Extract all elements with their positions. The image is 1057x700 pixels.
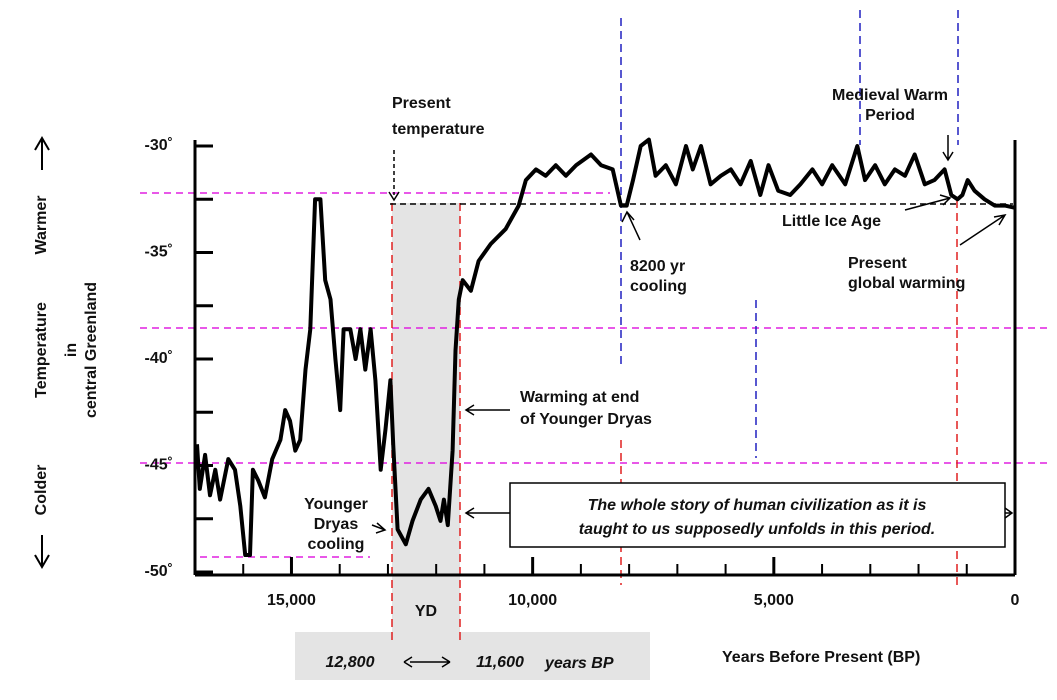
arrow [388, 191, 400, 202]
y-tick-label: -45˚ [145, 457, 173, 474]
y-tick-label: -50˚ [145, 563, 173, 580]
note-box [509, 482, 1006, 548]
x-tick-label: 15,000 [267, 592, 316, 609]
y-tick-label: -40˚ [145, 350, 173, 367]
annotation: global warming [848, 275, 965, 292]
annotation: 8200 yr [630, 258, 685, 275]
period-unit: years BP [544, 655, 614, 672]
x-tick-label: 10,000 [508, 592, 557, 609]
x-tick-label: 5,000 [754, 592, 794, 609]
y-axis-label: in [63, 343, 80, 357]
y-axis-label: Warmer [33, 196, 50, 255]
y-axis-label: central Greenland [83, 282, 100, 418]
y-axis-label: Colder [33, 465, 50, 516]
blue-lines [620, 10, 959, 458]
annotation: Younger [304, 496, 368, 513]
colder-arrow [34, 535, 50, 569]
annotation: Little Ice Age [782, 213, 881, 230]
annotation: temperature [392, 121, 485, 138]
annotation: The whole story of human civilization as… [588, 497, 927, 514]
y-tick-label: -30˚ [145, 137, 173, 154]
x-axis-label: Years Before Present (BP) [722, 649, 920, 666]
annotation: Medieval Warm [832, 87, 948, 104]
period-end: 11,600 [476, 654, 524, 671]
period-start: 12,800 [326, 654, 375, 671]
annotation: Period [865, 107, 915, 124]
annotation: cooling [630, 278, 687, 295]
annotation: Present [848, 255, 907, 272]
yd-band [392, 203, 460, 680]
annotation: YD [415, 603, 437, 620]
annotation: of Younger Dryas [520, 411, 652, 428]
y-tick-label: -35˚ [145, 244, 173, 261]
period-box [295, 632, 650, 680]
pointers [371, 135, 1014, 668]
magenta-lines [140, 192, 1047, 558]
annotation: cooling [308, 536, 365, 553]
x-tick-label: 0 [1011, 592, 1020, 609]
annotation: taught to us supposedly unfolds in this … [579, 521, 935, 538]
warmer-arrow [34, 136, 50, 170]
annotation: Present [392, 95, 451, 112]
annotation: Dryas [314, 516, 359, 533]
y-axis-label: Temperature [33, 302, 50, 398]
annotation: Warming at end [520, 389, 639, 406]
temperature-line [195, 137, 1016, 557]
